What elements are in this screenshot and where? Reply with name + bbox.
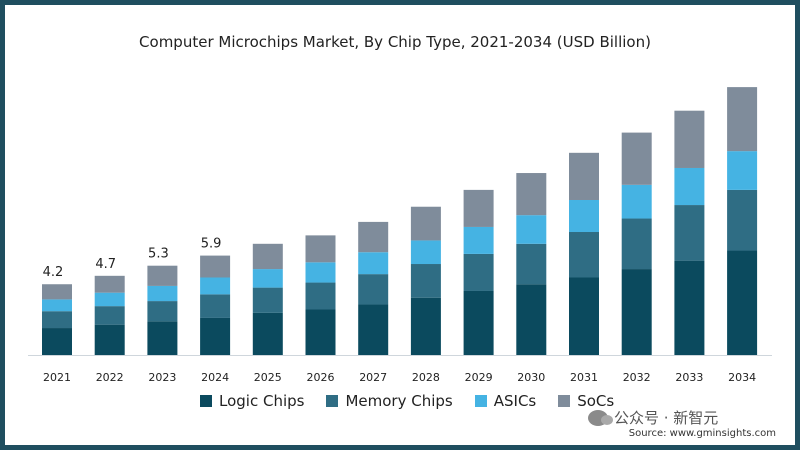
bar-memory-chips-2023 (147, 301, 178, 322)
watermark: 公众号 · 新智元 (588, 407, 718, 428)
bar-logic-chips-2034 (727, 250, 758, 355)
bar-memory-chips-2025 (252, 287, 283, 313)
legend-label: ASICs (493, 392, 537, 410)
bar-socs-2034 (727, 87, 758, 152)
bar-asics-2028 (410, 240, 441, 265)
x-tick-label-2034: 2034 (728, 371, 756, 384)
x-tick-label-2031: 2031 (570, 371, 598, 384)
bar-memory-chips-2031 (569, 232, 599, 278)
bar-asics-2025 (252, 269, 283, 288)
bar-asics-2030 (516, 215, 547, 244)
bar-logic-chips-2033 (674, 260, 705, 355)
x-tick-label-2025: 2025 (254, 371, 282, 384)
bar-memory-chips-2022 (94, 306, 125, 325)
bar-logic-chips-2023 (147, 321, 178, 355)
legend-item-asics: ASICs (474, 392, 537, 410)
bar-socs-2030 (516, 173, 547, 216)
bar-asics-2027 (358, 252, 389, 275)
bar-memory-chips-2030 (516, 243, 547, 285)
legend-swatch (558, 395, 571, 407)
bar-asics-2024 (200, 277, 231, 295)
bar-logic-chips-2021 (42, 328, 72, 355)
bar-logic-chips-2029 (463, 290, 494, 355)
bar-logic-chips-2022 (94, 324, 125, 355)
x-tick-label-2027: 2027 (359, 371, 387, 384)
bar-asics-2033 (674, 167, 705, 206)
x-tick-label-2022: 2022 (96, 371, 124, 384)
data-label-2022: 4.7 (95, 257, 116, 272)
chart-title: Computer Microchips Market, By Chip Type… (139, 33, 651, 51)
bar-logic-chips-2032 (621, 269, 652, 355)
legend-label: Logic Chips (219, 392, 305, 410)
x-tick-label-2023: 2023 (148, 371, 176, 384)
x-tick-label-2033: 2033 (675, 371, 703, 384)
legend-item-socs: SoCs (558, 392, 614, 410)
bar-memory-chips-2033 (674, 205, 705, 261)
bar-socs-2022 (94, 275, 125, 293)
data-label-2021: 4.2 (43, 265, 64, 280)
chart-legend: Logic Chips Memory Chips ASICs SoCs (200, 392, 614, 410)
bar-memory-chips-2034 (727, 189, 758, 251)
x-tick-label-2032: 2032 (623, 371, 651, 384)
bar-socs-2027 (358, 221, 389, 253)
bar-memory-chips-2021 (42, 311, 72, 329)
x-tick-label-2021: 2021 (43, 371, 71, 384)
data-label-2023: 5.3 (148, 247, 169, 262)
legend-swatch (326, 395, 339, 407)
legend-item-logic-chips: Logic Chips (200, 392, 304, 410)
data-label-2024: 5.9 (201, 237, 222, 252)
bar-memory-chips-2027 (358, 274, 389, 305)
bar-asics-2034 (727, 151, 758, 190)
bar-socs-2026 (305, 235, 336, 263)
legend-swatch (200, 395, 212, 407)
legend-item-memory-chips: Memory Chips (326, 392, 453, 410)
bar-logic-chips-2026 (305, 309, 336, 355)
legend-swatch (474, 395, 487, 407)
bar-logic-chips-2027 (358, 304, 389, 355)
bar-logic-chips-2024 (200, 317, 231, 355)
bar-asics-2032 (621, 184, 652, 219)
legend-label: Memory Chips (345, 392, 453, 410)
bar-socs-2021 (42, 284, 72, 300)
bar-logic-chips-2030 (516, 284, 547, 355)
bar-socs-2023 (147, 265, 178, 286)
bar-logic-chips-2031 (569, 277, 599, 355)
source-note: Source: www.gminsights.com (628, 428, 776, 439)
bar-asics-2021 (42, 299, 72, 312)
bar-socs-2029 (463, 189, 494, 227)
bar-memory-chips-2029 (463, 253, 494, 291)
x-tick-label-2024: 2024 (201, 371, 229, 384)
bar-socs-2025 (252, 243, 283, 270)
bar-socs-2031 (569, 152, 599, 200)
x-tick-label-2029: 2029 (465, 371, 493, 384)
legend-label: SoCs (577, 392, 615, 410)
bar-asics-2023 (147, 285, 178, 302)
watermark-text: 公众号 · 新智元 (614, 409, 719, 427)
bar-socs-2033 (674, 110, 705, 168)
wechat-icon (588, 409, 613, 426)
bar-socs-2028 (410, 206, 441, 241)
bar-logic-chips-2028 (410, 297, 441, 355)
x-tick-label-2030: 2030 (517, 371, 545, 384)
bar-memory-chips-2032 (621, 218, 652, 270)
x-tick-label-2026: 2026 (307, 371, 335, 384)
bar-socs-2024 (200, 255, 231, 278)
bar-memory-chips-2024 (200, 294, 231, 318)
bar-memory-chips-2026 (305, 282, 336, 310)
bar-socs-2032 (621, 132, 652, 185)
bar-asics-2029 (463, 226, 494, 254)
x-tick-label-2028: 2028 (412, 371, 440, 384)
bar-asics-2031 (569, 199, 599, 233)
bar-memory-chips-2028 (410, 264, 441, 298)
bar-logic-chips-2025 (252, 312, 283, 355)
bar-asics-2022 (94, 292, 125, 307)
bar-asics-2026 (305, 262, 336, 283)
